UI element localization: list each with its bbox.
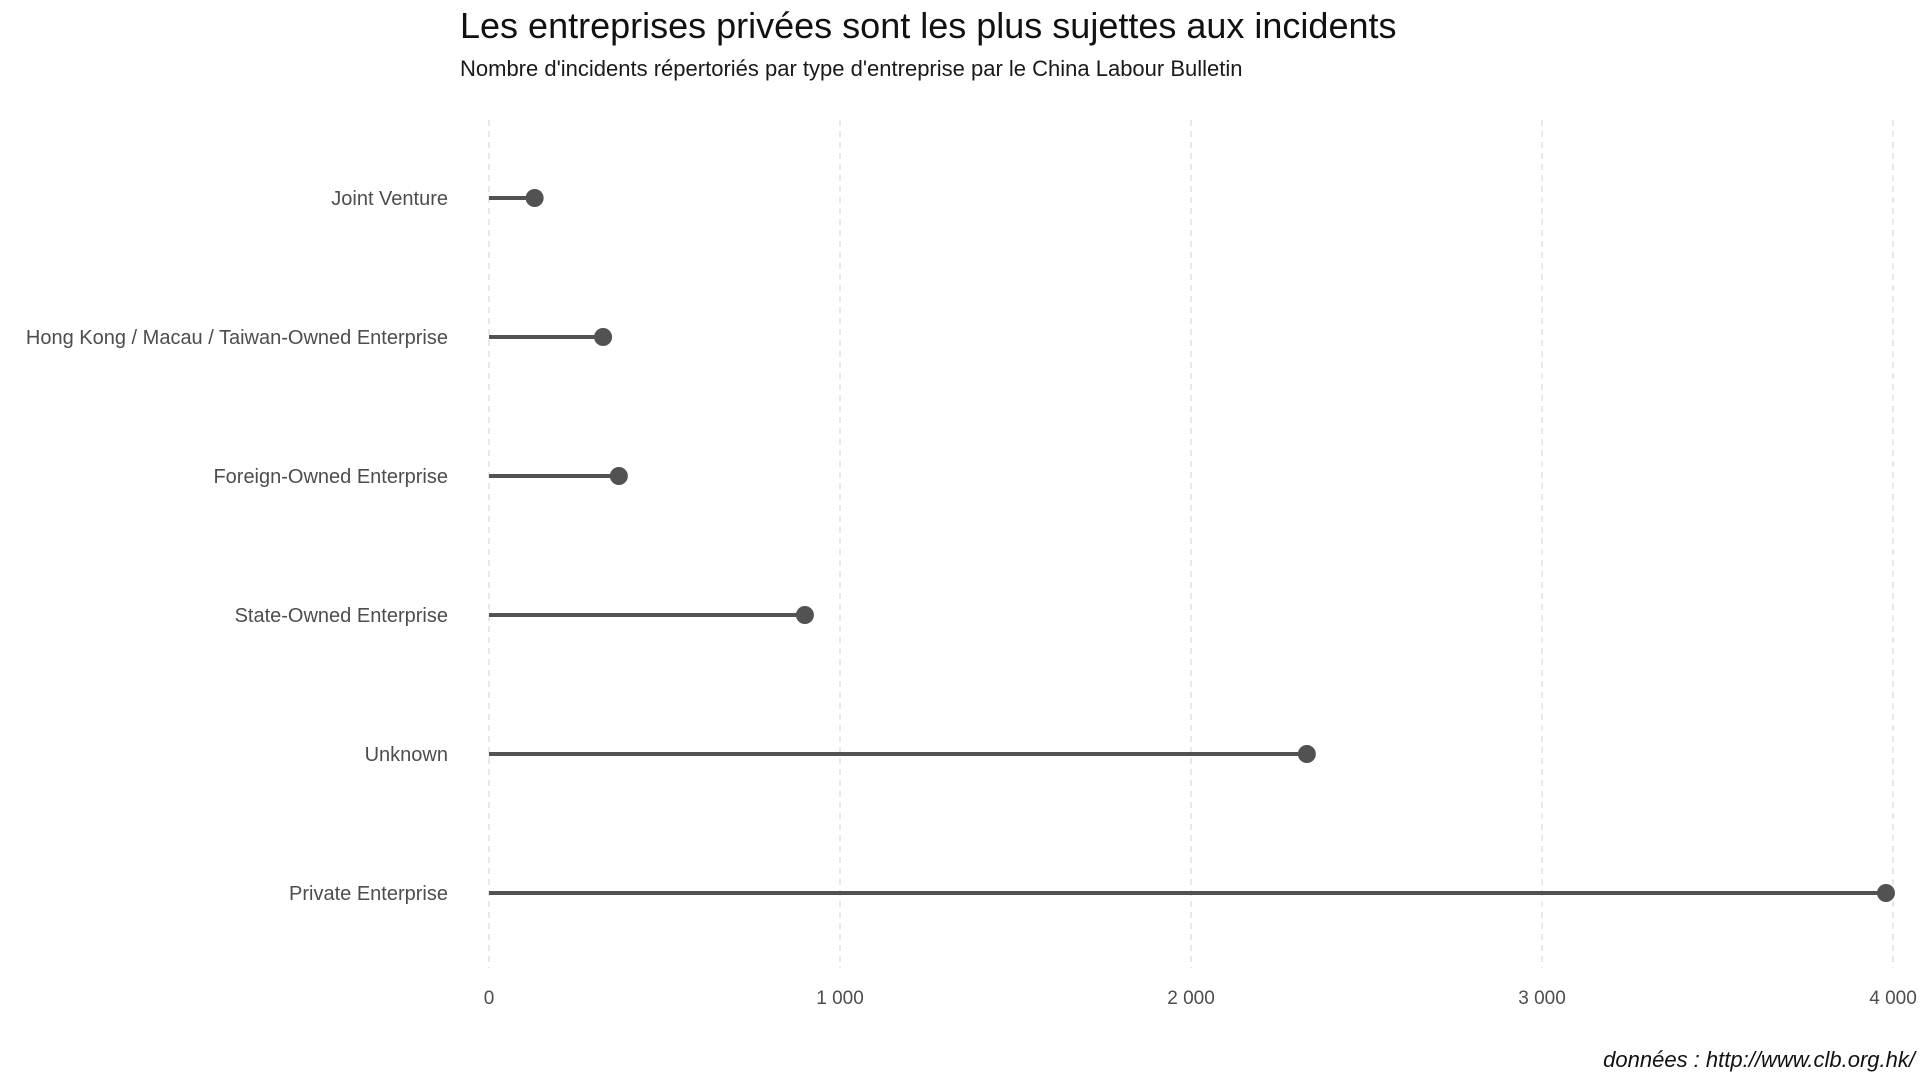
chart-subtitle: Nombre d'incidents répertoriés par type … bbox=[460, 56, 1243, 81]
x-axis-ticks: 0 1 000 2 000 3 000 4 000 bbox=[484, 988, 1917, 1009]
x-tick-label: 1 000 bbox=[816, 988, 864, 1009]
x-tick-label: 3 000 bbox=[1518, 988, 1566, 1009]
lollipop-point bbox=[525, 189, 544, 207]
x-tick-label: 2 000 bbox=[1167, 988, 1215, 1009]
category-labels: Joint Venture Hong Kong / Macau / Taiwan-… bbox=[26, 188, 448, 905]
category-label: Hong Kong / Macau / Taiwan-Owned Enterpr… bbox=[26, 327, 448, 349]
category-label: Private Enterprise bbox=[289, 883, 448, 905]
chart-caption: données : http://www.clb.org.hk/ bbox=[1603, 1047, 1917, 1072]
lollipop-point bbox=[1297, 745, 1316, 763]
lollipop-point bbox=[609, 467, 628, 485]
category-label: Foreign-Owned Enterprise bbox=[213, 466, 448, 488]
x-gridlines bbox=[488, 120, 1894, 968]
x-tick-label: 4 000 bbox=[1869, 988, 1917, 1009]
category-label: State-Owned Enterprise bbox=[235, 605, 448, 627]
lollipop-point bbox=[594, 328, 613, 346]
lollipop-point bbox=[795, 606, 814, 624]
category-label: Unknown bbox=[365, 744, 448, 766]
chart-title: Les entreprises privées sont les plus su… bbox=[460, 5, 1397, 46]
x-tick-label: 0 bbox=[484, 988, 495, 1009]
category-label: Joint Venture bbox=[331, 188, 448, 210]
lollipop-point bbox=[1876, 884, 1895, 902]
lollipop-marks bbox=[489, 189, 1895, 902]
